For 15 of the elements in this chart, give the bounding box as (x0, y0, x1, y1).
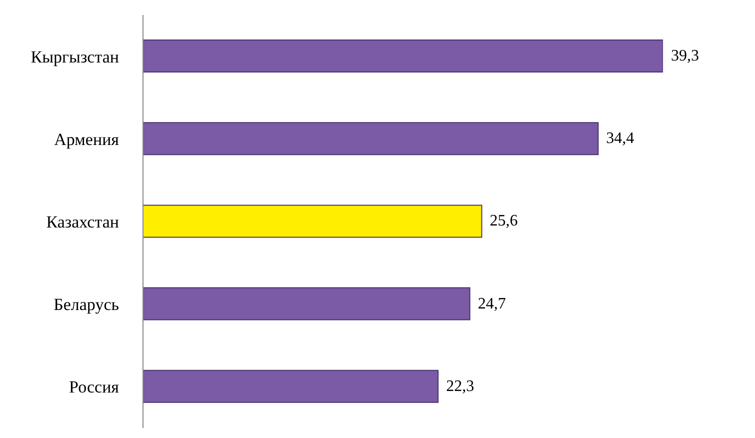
data-label: 22,3 (446, 378, 474, 395)
bar (143, 204, 482, 238)
y-tick-label: Казахстан (46, 212, 119, 232)
bar (143, 370, 439, 403)
y-tick-label: Кыргызстан (30, 47, 119, 66)
y-tick-label: Россия (69, 378, 120, 397)
data-label: 39,3 (671, 48, 699, 64)
data-label: 24,7 (478, 295, 506, 312)
y-tick-label: Беларусь (54, 295, 120, 314)
bar (143, 40, 663, 72)
data-label: 25,6 (490, 212, 518, 230)
bar (143, 287, 470, 320)
data-label: 34,4 (606, 130, 634, 148)
bar (143, 122, 599, 156)
y-tick-label: Армения (54, 130, 120, 149)
